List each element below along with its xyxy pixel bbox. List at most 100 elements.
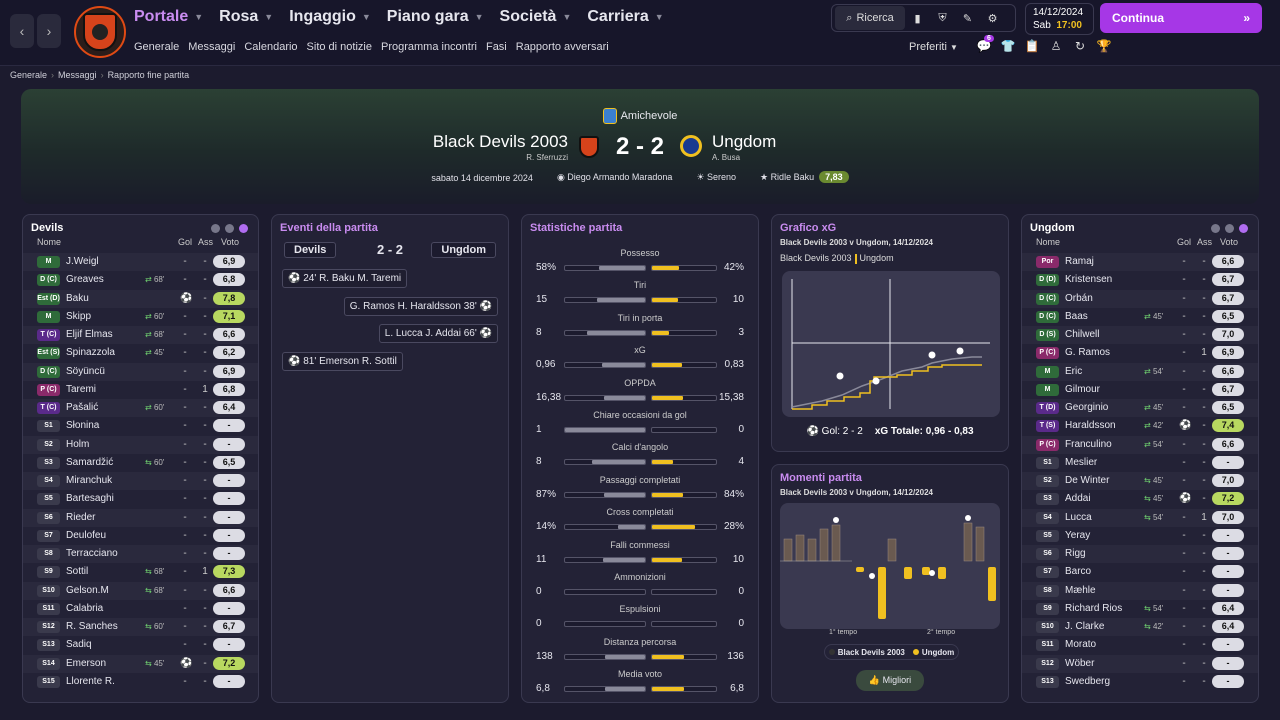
player-name[interactable]: Mæhle — [1065, 584, 1096, 596]
player-row[interactable]: D (D) Kristensen - -6,7 — [1022, 271, 1258, 289]
player-name[interactable]: Barco — [1065, 566, 1092, 578]
player-name[interactable]: Skipp — [66, 310, 92, 322]
player-name[interactable]: Morato — [1065, 639, 1097, 651]
submenu-messaggi[interactable]: Messaggi — [188, 41, 236, 53]
player-name[interactable]: Emerson — [66, 657, 107, 669]
player-row[interactable]: S7 Deulofeu - - - — [23, 527, 258, 545]
player-row[interactable]: D (C) Greaves ⇄ 68' - -6,8 — [23, 271, 258, 289]
player-name[interactable]: Samardžić — [66, 456, 114, 468]
player-row[interactable]: S4 Miranchuk - - - — [23, 472, 258, 491]
player-name[interactable]: Terracciano — [66, 548, 118, 559]
player-row[interactable]: P (C) Franculino ⇄ 54' - -6,6 — [1022, 435, 1258, 454]
player-row[interactable]: M Gilmour - -6,7 — [1022, 381, 1258, 399]
player-row[interactable]: T (S) Haraldsson ⇄ 42' ⚽ -7,4 — [1022, 417, 1258, 435]
away-team[interactable]: Ungdom A. Busa — [712, 132, 777, 162]
player-row[interactable]: Por Ramaj - -6,6 — [1022, 253, 1258, 272]
menu-portale[interactable]: Portale ▼ — [134, 8, 204, 25]
player-row[interactable]: S10 Gelson.M ⇆ 68' - -6,6 — [23, 581, 258, 600]
person-icon[interactable]: ♙ — [1050, 39, 1062, 53]
breadcrumb-generale[interactable]: Generale — [10, 70, 48, 80]
player-name[interactable]: Addai — [1065, 493, 1091, 505]
breadcrumb-messaggi[interactable]: Messaggi — [58, 70, 97, 80]
player-row[interactable]: S13 Sadiq - - - — [23, 636, 258, 654]
player-name[interactable]: Gelson.M — [66, 584, 109, 596]
player-row[interactable]: S1 Słonina - - - — [23, 417, 258, 435]
shirt-icon[interactable]: 👕 — [1000, 39, 1016, 53]
player-row[interactable]: S13 Swedberg - - - — [1022, 673, 1258, 691]
player-row[interactable]: P (C) G. Ramos - 1 6,9 — [1022, 344, 1258, 362]
player-name[interactable]: Gilmour — [1065, 383, 1101, 395]
player-row[interactable]: S6 Rieder - - - — [23, 508, 258, 527]
player-row[interactable]: D (C) Baas ⇄ 45' - -6,5 — [1022, 308, 1258, 326]
menu-carriera[interactable]: Carriera ▼ — [587, 8, 664, 25]
player-row[interactable]: P (C) Taremi - 1 6,8 — [23, 381, 258, 399]
search-button[interactable]: ⌕ Ricerca — [835, 6, 905, 30]
bookmark-icon[interactable]: ▮ — [914, 12, 921, 25]
player-name[interactable]: G. Ramos — [1065, 347, 1111, 359]
player-name[interactable]: Orbán — [1065, 292, 1093, 304]
submenu-fasi[interactable]: Fasi — [485, 41, 507, 53]
player-name[interactable]: Ramaj — [1065, 256, 1094, 267]
player-row[interactable]: D (C) Söyüncü - -6,9 — [23, 362, 258, 381]
menu-piano-gara[interactable]: Piano gara ▼ — [386, 8, 484, 25]
player-row[interactable]: S15 Llorente R. - - - — [23, 673, 258, 691]
player-row[interactable]: S4 Lucca ⇆ 54' - 1 7,0 — [1022, 508, 1258, 527]
player-row[interactable]: S3 Samardžić ⇆ 60' - -6,5 — [23, 454, 258, 472]
menu-rosa[interactable]: Rosa ▼ — [219, 8, 274, 25]
player-name[interactable]: Georginio — [1065, 402, 1109, 413]
player-name[interactable]: Baku — [66, 292, 89, 304]
player-name[interactable]: Haraldsson — [1065, 420, 1116, 432]
player-name[interactable]: Słonina — [66, 420, 100, 432]
player-name[interactable]: Deulofeu — [66, 529, 107, 541]
player-name[interactable]: Miranchuk — [66, 475, 113, 486]
player-name[interactable]: Holm — [66, 438, 90, 450]
player-name[interactable]: Spinazzola — [66, 347, 115, 359]
player-name[interactable]: Bartesaghi — [66, 493, 114, 505]
events-home-team[interactable]: Devils — [284, 242, 337, 258]
view-toggle[interactable] — [1211, 224, 1248, 233]
player-row[interactable]: S5 Yeray - - - — [1022, 527, 1258, 545]
player-name[interactable]: J. Clarke — [1065, 621, 1105, 632]
player-row[interactable]: S10 J. Clarke ⇆ 42' - -6,4 — [1022, 618, 1258, 637]
favorites-dropdown[interactable]: Preferiti ▼ — [909, 41, 958, 53]
player-row[interactable]: S8 Mæhle - - - — [1022, 581, 1258, 600]
player-row[interactable]: S8 Terracciano - - - — [23, 545, 258, 564]
player-row[interactable]: S12 R. Sanches ⇆ 60' - -6,7 — [23, 618, 258, 637]
player-row[interactable]: S12 Wöber - - - — [1022, 654, 1258, 673]
player-of-match[interactable]: ★ Ridle Baku 7,83 — [760, 171, 849, 183]
player-name[interactable]: De Winter — [1065, 475, 1110, 486]
clipboard-icon[interactable]: 📋 — [1024, 39, 1040, 53]
player-name[interactable]: Eljif Elmas — [66, 329, 113, 340]
player-name[interactable]: Yeray — [1065, 529, 1091, 541]
submenu-programma[interactable]: Programma incontri — [380, 41, 477, 53]
match-event[interactable]: G. Ramos H. Haraldsson 38' ⚽ — [343, 296, 498, 316]
player-name[interactable]: Sadiq — [66, 639, 92, 651]
player-name[interactable]: Baas — [1065, 310, 1088, 322]
player-row[interactable]: T (C) Pašalić ⇄ 60' - -6,4 — [23, 399, 258, 418]
player-name[interactable]: Chilwell — [1065, 329, 1100, 340]
club-crest[interactable] — [74, 6, 126, 58]
player-row[interactable]: S5 Bartesaghi - - - — [23, 490, 258, 508]
player-name[interactable]: J.Weigl — [66, 256, 99, 267]
player-row[interactable]: S11 Morato - - - — [1022, 636, 1258, 654]
player-row[interactable]: S9 Richard Rios ⇆ 54' - -6,4 — [1022, 600, 1258, 618]
player-name[interactable]: Franculino — [1065, 438, 1112, 450]
player-name[interactable]: Rieder — [66, 511, 96, 523]
menu-ingaggio[interactable]: Ingaggio ▼ — [289, 8, 371, 25]
best-button[interactable]: 👍 Migliori — [856, 670, 924, 691]
player-name[interactable]: Taremi — [66, 383, 97, 395]
match-event[interactable]: ⚽ 24' R. Baku M. Taremi — [282, 269, 408, 288]
game-date[interactable]: 14/12/2024 Sab 17:00 — [1025, 3, 1094, 35]
submenu-sito-notizie[interactable]: Sito di notizie — [306, 41, 372, 53]
continue-button[interactable]: Continua» — [1100, 3, 1262, 33]
player-name[interactable]: Söyüncü — [66, 365, 105, 377]
player-row[interactable]: Est (S) Spinazzola ⇄ 45' - -6,2 — [23, 344, 258, 362]
player-name[interactable]: Calabria — [66, 602, 104, 614]
player-row[interactable]: S3 Addai ⇆ 45' ⚽ -7,2 — [1022, 490, 1258, 508]
player-name[interactable]: Rigg — [1065, 548, 1086, 559]
player-name[interactable]: Meslier — [1065, 456, 1098, 468]
player-name[interactable]: Llorente R. — [66, 675, 115, 687]
submenu-rapporto-avversari[interactable]: Rapporto avversari — [515, 41, 609, 53]
player-name[interactable]: Eric — [1065, 365, 1083, 377]
match-event[interactable]: ⚽ 81' Emerson R. Sottil — [282, 351, 403, 371]
